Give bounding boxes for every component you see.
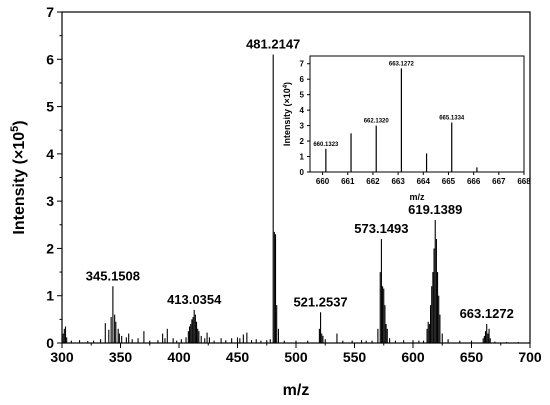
main-x-tick-label-3: 450 [226,349,250,365]
inset-y-tick-label-5: 5 [300,91,305,100]
main-plot-frame [61,11,531,344]
main-peak-label-6: 663.1272 [460,306,514,321]
inset-x-tick-label-6: 666 [467,177,481,186]
inset-y-tick-label-6: 6 [300,75,305,84]
main-y-tick-label-5: 5 [46,99,54,115]
main-y-tick-label-6: 6 [46,51,54,67]
y-axis-title: Intensity (×105) [9,120,28,234]
main-peak-label-4: 573.1493 [354,221,408,236]
inset-background [310,56,524,172]
main-y-tick-label-2: 2 [46,240,54,256]
inset-y-tick-label-2: 2 [300,137,305,146]
main-peak-labels: 345.1508 413.0354 481.2147 521.2537 573.1493… [86,37,514,322]
inset-x-ticks: 660 661 662 663 664 665 666 667 668 [316,172,531,186]
inset-y-tick-label-1: 1 [300,153,305,162]
inset-peak-label-3: 665.1334 [439,116,465,122]
y-axis-title-close: ) [11,120,28,125]
inset-y-tick-label-7: 7 [300,60,305,69]
inset-x-tick-label-1: 661 [341,177,355,186]
inset-plot: 660 661 662 663 664 665 666 667 668 0 1 2 3 4 5 6 7 660… [282,55,531,202]
inset-peak-label-0: 660.1323 [313,142,339,148]
main-x-tick-label-4: 500 [284,349,308,365]
main-x-tick-label-6: 600 [401,349,425,365]
inset-x-tick-label-8: 668 [517,177,531,186]
inset-x-tick-label-2: 662 [366,177,380,186]
inset-y-axis-title-text: Intensity (×10 [282,88,292,146]
inset-y-axis-title-exponent: 4 [283,84,289,88]
inset-peak-label-1: 662.1320 [364,119,390,125]
main-peak-label-3: 521.2537 [293,294,347,309]
x-axis-title: m/z [283,382,310,399]
main-peak-label-2: 481.2147 [246,37,300,52]
inset-y-tick-label-3: 3 [300,122,305,131]
main-x-tick-label-1: 350 [109,349,133,365]
main-y-tick-label-1: 1 [46,288,54,304]
main-x-tick-label-0: 300 [50,349,74,365]
main-y-ticks: 0 1 2 3 4 5 6 7 [46,4,62,351]
main-y-tick-label-4: 4 [46,146,54,162]
main-x-tick-label-7: 650 [460,349,484,365]
y-axis-title-text: Intensity (×10 [11,132,28,235]
y-axis-title-exponent: 5 [9,126,21,132]
inset-peak-labels: 660.1323 662.1320 663.1272 665.1334 [313,61,465,147]
main-x-ticks: 300 350 400 450 500 550 600 650 700 [50,343,542,365]
inset-y-tick-label-0: 0 [300,168,305,177]
inset-y-axis-title: Intensity (×104) [282,82,292,146]
main-peak-label-5: 619.1389 [408,202,462,217]
main-y-tick-label-3: 3 [46,193,54,209]
main-peak-label-1: 413.0354 [167,292,222,307]
inset-x-tick-label-5: 665 [442,177,456,186]
inset-x-tick-label-0: 660 [316,177,330,186]
main-x-tick-label-8: 700 [518,349,542,365]
main-y-tick-label-0: 0 [46,335,54,351]
inset-x-axis-title: m/z [409,192,425,202]
inset-x-tick-label-4: 664 [417,177,431,186]
inset-peak-label-2: 663.1272 [389,61,415,67]
inset-peaks [325,68,478,172]
inset-x-tick-label-3: 663 [391,177,405,186]
main-y-tick-label-7: 7 [46,4,54,20]
inset-y-axis-title-close: ) [282,82,292,85]
inset-y-tick-label-4: 4 [300,106,305,115]
main-x-tick-label-2: 400 [167,349,191,365]
inset-plot-frame [309,55,525,173]
main-peak-label-0: 345.1508 [86,268,140,283]
main-peaks [62,54,519,343]
inset-y-ticks: 0 1 2 3 4 5 6 7 [300,60,310,177]
main-x-tick-label-5: 550 [343,349,367,365]
inset-x-tick-label-7: 667 [492,177,506,186]
